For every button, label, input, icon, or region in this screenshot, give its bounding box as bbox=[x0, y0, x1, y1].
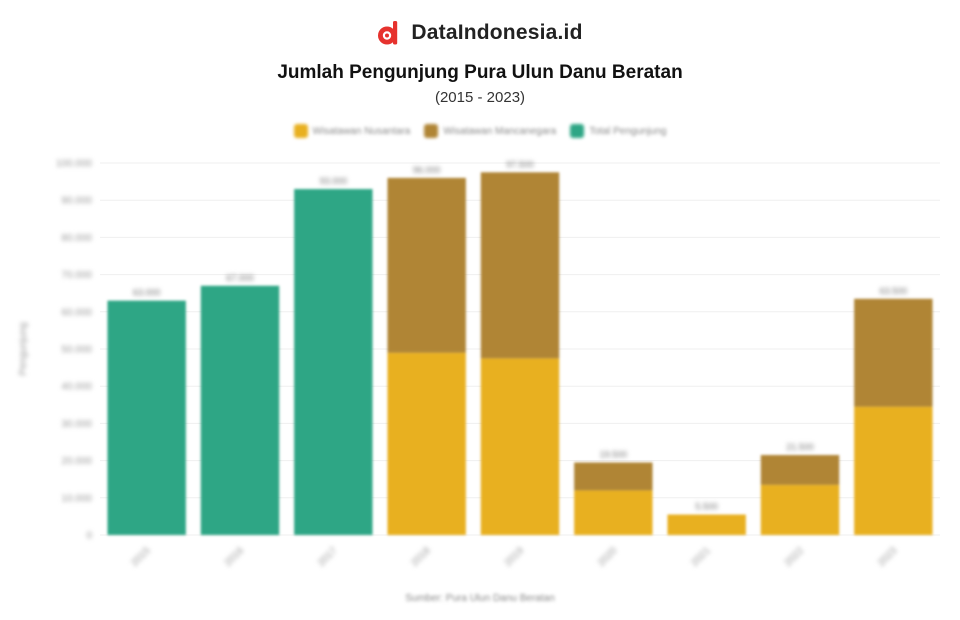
bar-total-label: 97.500 bbox=[506, 159, 534, 169]
y-tick-label: 90.000 bbox=[61, 196, 92, 207]
x-tick-label: 2018 bbox=[409, 545, 433, 569]
data-labels: 63.000 67.000 93.000 96.000 97.500 19.500 5.50… bbox=[133, 159, 907, 511]
bar-total-label: 19.500 bbox=[600, 449, 628, 459]
chart-legend: Wisatawan Nusantara Wisatawan Mancanegara… bbox=[0, 124, 960, 138]
y-tick-label: 30.000 bbox=[61, 419, 92, 430]
y-axis-ticks: 0 10.000 20.000 30.000 40.000 50.000 60.000 70.… bbox=[56, 159, 93, 542]
legend-label: Wisatawan Nusantara bbox=[312, 125, 411, 137]
legend-item[interactable]: Wisatawan Mancanegara bbox=[424, 124, 556, 138]
bar-segment[interactable] bbox=[294, 189, 373, 536]
bar-segment[interactable] bbox=[107, 300, 186, 535]
y-tick-label: 10.000 bbox=[61, 493, 92, 504]
x-tick-label: 2016 bbox=[223, 545, 247, 569]
y-tick-label: 0 bbox=[86, 531, 92, 542]
bar-total-label: 5.500 bbox=[695, 502, 718, 512]
bar-segment[interactable] bbox=[480, 358, 560, 535]
legend-label: Wisatawan Mancanegara bbox=[443, 125, 557, 137]
y-tick-label: 80.000 bbox=[61, 233, 92, 244]
bar-total-label: 63.500 bbox=[880, 286, 908, 296]
x-tick-label: 2017 bbox=[316, 545, 340, 569]
x-tick-label: 2019 bbox=[503, 545, 527, 569]
y-axis-title: Pengunjung bbox=[18, 322, 29, 375]
legend-swatch bbox=[570, 124, 585, 138]
bar-segment[interactable] bbox=[760, 455, 840, 485]
bar-total-label: 63.000 bbox=[133, 288, 161, 298]
x-axis-ticks: 2015 2016 2017 2018 2019 2020 2021 2022 2023 bbox=[129, 545, 899, 569]
bar-segment[interactable] bbox=[854, 298, 933, 407]
bar-total-label: 96.000 bbox=[413, 165, 441, 175]
brand-header: DataIndonesia.id bbox=[0, 20, 960, 46]
bar-segment[interactable] bbox=[480, 172, 560, 359]
bar-segment[interactable] bbox=[760, 484, 840, 535]
x-tick-label: 2023 bbox=[876, 545, 900, 569]
legend-item[interactable]: Wisatawan Nusantara bbox=[293, 124, 411, 138]
datain-logo-icon bbox=[378, 21, 398, 45]
bar-total-label: 21.500 bbox=[786, 442, 814, 452]
y-tick-label: 50.000 bbox=[61, 345, 92, 356]
y-tick-label: 60.000 bbox=[61, 307, 92, 318]
y-tick-label: 40.000 bbox=[61, 382, 92, 393]
bar-segment[interactable] bbox=[200, 285, 280, 535]
source-note: Sumber: Pura Ulun Danu Beratan bbox=[405, 593, 555, 604]
x-tick-label: 2022 bbox=[783, 545, 807, 569]
legend-swatch bbox=[293, 124, 308, 138]
bars bbox=[107, 172, 933, 536]
bar-segment[interactable] bbox=[387, 352, 466, 535]
chart-title: Jumlah Pengunjung Pura Ulun Danu Beratan bbox=[277, 62, 683, 83]
bar-total-label: 93.000 bbox=[320, 176, 348, 186]
brand-name: DataIndonesia.id bbox=[411, 21, 583, 44]
x-tick-label: 2015 bbox=[129, 545, 153, 569]
bar-total-label: 67.000 bbox=[226, 273, 254, 283]
y-tick-label: 70.000 bbox=[61, 270, 92, 281]
x-tick-label: 2021 bbox=[689, 545, 713, 569]
y-tick-label: 20.000 bbox=[61, 456, 92, 467]
legend-swatch bbox=[424, 124, 439, 138]
bar-segment[interactable] bbox=[854, 406, 933, 535]
y-tick-label: 100.000 bbox=[56, 159, 93, 170]
legend-item[interactable]: Total Pengunjung bbox=[570, 124, 666, 138]
bar-segment[interactable] bbox=[574, 462, 653, 491]
bar-segment[interactable] bbox=[387, 177, 466, 353]
x-tick-label: 2020 bbox=[596, 545, 620, 569]
legend-label: Total Pengunjung bbox=[589, 125, 667, 137]
chart-subtitle: (2015 - 2023) bbox=[434, 89, 526, 106]
bar-segment[interactable] bbox=[667, 514, 746, 535]
bar-segment[interactable] bbox=[574, 490, 653, 535]
